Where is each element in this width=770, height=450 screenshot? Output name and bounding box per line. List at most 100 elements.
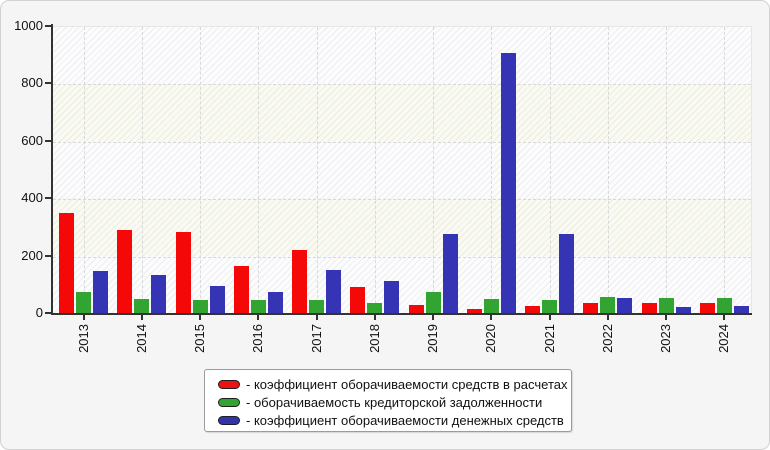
x-tick-2019 — [432, 315, 435, 320]
v-gridline-2024 — [724, 27, 726, 313]
bar-2013-series2 — [76, 292, 92, 313]
bar-2014-series1 — [117, 230, 133, 313]
bar-2015-series1 — [175, 232, 191, 313]
x-axis-label-2019: 2019 — [425, 323, 441, 369]
plot-area — [53, 26, 752, 313]
h-gridline-400 — [53, 199, 751, 201]
x-tick-2014 — [140, 315, 143, 320]
bar-2015-series3 — [209, 285, 225, 313]
y-axis-label-1000: 1000 — [14, 18, 43, 33]
x-tick-2020 — [490, 315, 493, 320]
x-axis-label-2023: 2023 — [658, 323, 674, 369]
bar-2018-series2 — [367, 303, 383, 313]
bar-2019-series2 — [425, 292, 441, 313]
bar-2023-series2 — [658, 298, 674, 313]
x-axis-label-2014: 2014 — [134, 323, 150, 369]
x-axis-label-2013: 2013 — [76, 323, 92, 369]
y-axis-label-200: 200 — [21, 247, 43, 263]
x-axis-label-text: 2024 — [716, 324, 732, 353]
legend-swatch-blue — [218, 415, 240, 425]
legend-item-cash-turnover: - коэффициент оборачиваемости денежных с… — [218, 411, 571, 429]
bar-2016-series2 — [250, 299, 266, 313]
bar-2020-series3 — [500, 52, 516, 313]
v-gridline-2023 — [666, 27, 668, 313]
v-gridline-2020 — [491, 27, 493, 313]
bar-2015-series2 — [192, 299, 208, 313]
x-tick-2022 — [606, 315, 609, 320]
bar-2021-series2 — [542, 300, 558, 313]
x-axis-label-2024: 2024 — [716, 323, 732, 369]
v-gridline-2015 — [200, 27, 202, 313]
bar-2018-series3 — [384, 281, 400, 313]
legend-item-receivables-turnover: - коэффициент оборачиваемости средств в … — [218, 375, 571, 393]
bar-2022-series2 — [600, 296, 616, 313]
x-axis-label-2022: 2022 — [600, 323, 616, 369]
bar-2014-series3 — [151, 275, 167, 313]
x-axis-label-2017: 2017 — [309, 323, 325, 369]
v-gridline-2021 — [549, 27, 551, 313]
h-gridline-200 — [53, 256, 751, 258]
h-gridline-800 — [53, 84, 751, 86]
x-axis-label-text: 2022 — [599, 324, 615, 353]
y-axis-label-0: 0 — [35, 305, 43, 320]
bar-2023-series3 — [675, 307, 691, 313]
bar-2021-series1 — [525, 306, 541, 313]
v-gridline-2016 — [258, 27, 260, 313]
bar-2017-series2 — [309, 299, 325, 313]
bar-2018-series1 — [350, 286, 366, 313]
x-axis-label-text: 2019 — [425, 324, 441, 353]
bar-2019-series3 — [442, 234, 458, 313]
x-axis-label-text: 2014 — [133, 324, 149, 353]
x-axis-label-2018: 2018 — [367, 323, 383, 369]
y-axis-label-400: 400 — [21, 190, 43, 206]
y-tick-800 — [45, 82, 51, 85]
h-gridline-600 — [53, 141, 751, 143]
bar-2016-series1 — [233, 265, 249, 313]
y-tick-1000 — [45, 25, 51, 27]
x-axis-label-2016: 2016 — [250, 323, 266, 369]
x-axis-label-text: 2023 — [658, 324, 674, 353]
y-axis-line — [51, 24, 53, 315]
x-tick-2013 — [82, 315, 85, 320]
y-tick-200 — [45, 254, 51, 257]
bar-2024-series1 — [699, 302, 715, 313]
y-tick-600 — [45, 139, 51, 142]
bar-2017-series3 — [326, 270, 342, 313]
x-tick-2023 — [665, 315, 668, 320]
x-axis-label-text: 2018 — [366, 324, 382, 353]
x-axis-label-2021: 2021 — [542, 323, 558, 369]
x-axis-label-text: 2020 — [483, 324, 499, 353]
x-tick-2015 — [199, 315, 202, 320]
bar-2016-series3 — [267, 292, 283, 313]
legend-item-payables-turnover: - оборачиваемость кредиторской задолженн… — [218, 393, 571, 411]
v-gridline-2022 — [607, 27, 609, 313]
legend-swatch-red — [218, 379, 240, 389]
x-axis-label-2020: 2020 — [483, 323, 499, 369]
y-tick-400 — [45, 197, 51, 200]
bar-2014-series2 — [134, 298, 150, 313]
v-gridline-2014 — [141, 27, 143, 313]
v-gridline-2017 — [316, 27, 318, 313]
bar-2023-series1 — [641, 302, 657, 313]
x-axis-label-2015: 2015 — [192, 323, 208, 369]
x-axis-label-text: 2021 — [541, 324, 557, 353]
bar-2024-series2 — [716, 298, 732, 313]
bar-2021-series3 — [559, 234, 575, 313]
bar-2019-series1 — [408, 305, 424, 313]
bar-2020-series2 — [483, 298, 499, 313]
v-gridline-2013 — [83, 27, 85, 313]
x-tick-2021 — [548, 315, 551, 320]
v-gridline-2018 — [374, 27, 376, 313]
y-axis-label-800: 800 — [21, 75, 43, 91]
legend-label: - коэффициент оборачиваемости денежных с… — [246, 412, 564, 428]
bar-2013-series3 — [93, 271, 109, 313]
bar-2020-series1 — [466, 309, 482, 313]
x-axis-label-text: 2017 — [308, 324, 324, 353]
x-tick-2018 — [373, 315, 376, 320]
bar-2024-series3 — [733, 306, 749, 313]
legend-label: - оборачиваемость кредиторской задолженн… — [246, 394, 543, 410]
legend: - коэффициент оборачиваемости средств в … — [204, 369, 572, 432]
x-axis-label-text: 2016 — [250, 324, 266, 353]
y-tick-0 — [45, 312, 51, 314]
